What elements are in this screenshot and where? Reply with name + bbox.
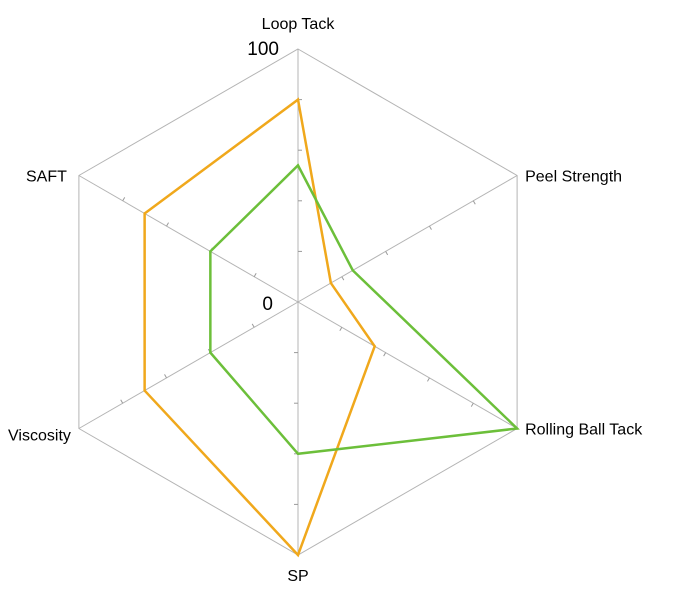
range-min-label: 0	[262, 294, 273, 315]
axis-tick	[251, 323, 255, 328]
axis-label-4: Viscosity	[8, 428, 71, 445]
series-point-0-5	[143, 212, 146, 215]
axis-tick	[122, 197, 126, 202]
series-line-1	[209, 163, 520, 456]
axis-label-0: Loop Tack	[262, 16, 336, 33]
axis-tick	[341, 276, 345, 281]
axis-tick	[253, 272, 257, 277]
series-point-0-1	[329, 281, 333, 285]
axis-tick	[472, 200, 476, 205]
axis-spoke-4	[78, 301, 299, 429]
axis-tick	[339, 327, 343, 332]
series-point-1-0	[296, 164, 300, 167]
axis-tick	[427, 377, 430, 382]
series-point-1-1	[351, 269, 354, 272]
axis-tick	[166, 222, 169, 227]
range-max-label: 100	[247, 39, 279, 60]
axis-tick	[120, 399, 124, 404]
axis-labels: Loop Tack Peel Strength Rolling Ball Tack S…	[8, 16, 643, 585]
series-point-0-2	[373, 345, 376, 348]
axis-tick	[470, 402, 474, 407]
axis-label-3: SP	[287, 568, 308, 585]
axis-spoke-1	[297, 175, 518, 303]
series-point-1-4	[209, 351, 212, 354]
axis-tick	[385, 251, 389, 256]
axis-tick	[383, 352, 387, 357]
series-point-1-3	[296, 452, 300, 455]
axis-label-5: SAFT	[26, 169, 67, 186]
axis-tick	[429, 225, 432, 230]
radar-grid	[78, 48, 518, 556]
axis-spoke-5	[78, 175, 299, 303]
series-point-0-3	[296, 553, 300, 557]
radar-series	[143, 97, 520, 558]
series-point-0-0	[296, 98, 300, 101]
series-point-0-4	[143, 389, 146, 392]
series-point-1-5	[209, 250, 212, 253]
axis-spoke-2	[297, 301, 518, 429]
axis-label-1: Peel Strength	[525, 169, 622, 186]
axis-label-2: Rolling Ball Tack	[525, 422, 643, 439]
axis-tick	[164, 374, 167, 379]
series-point-1-2	[515, 427, 519, 430]
